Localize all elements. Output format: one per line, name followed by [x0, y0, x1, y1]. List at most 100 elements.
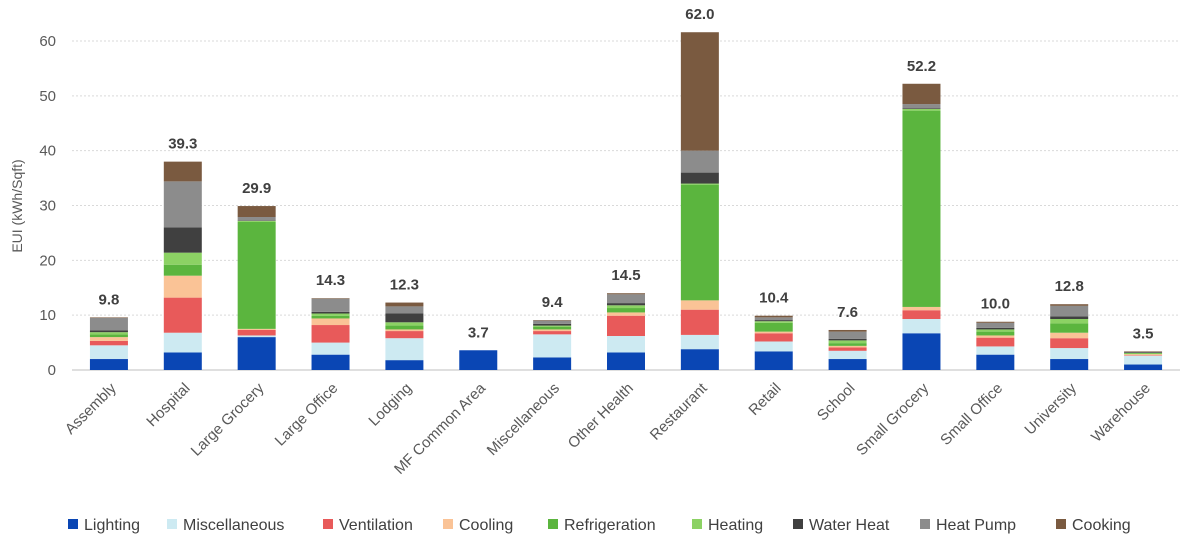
bar-segment	[385, 322, 424, 326]
bar-segment	[533, 357, 572, 370]
bar-segment	[1124, 352, 1163, 354]
bar-segment	[976, 335, 1015, 338]
bar-segment	[89, 330, 128, 333]
legend-swatch	[167, 519, 177, 529]
bar-segment	[828, 329, 867, 332]
bar-total-label: 7.6	[837, 304, 858, 321]
bar-segment	[1050, 323, 1089, 333]
bar-segment	[385, 302, 424, 307]
bar-segment	[754, 333, 793, 342]
bar-segment	[311, 315, 350, 319]
bar-total-label: 10.4	[759, 290, 789, 307]
bar-segment	[680, 349, 719, 370]
bar-segment	[237, 328, 276, 330]
bar-segment	[1124, 355, 1163, 365]
bar-segment	[976, 322, 1015, 328]
bar-segment	[163, 264, 202, 276]
bar-segment	[902, 108, 941, 109]
bar-segment	[237, 329, 276, 336]
bar-segment	[902, 104, 941, 109]
bar-segment	[237, 206, 276, 218]
bar-segment	[1050, 338, 1089, 349]
bar-total-label: 3.7	[468, 324, 489, 341]
bar-total-label: 10.0	[981, 296, 1010, 313]
bar-segment	[163, 227, 202, 253]
legend-swatch	[548, 519, 558, 529]
y-tick-label: 40	[39, 143, 56, 160]
bar-segment	[607, 305, 645, 309]
bar-segment	[680, 172, 719, 184]
x-category-label: Small Office	[937, 380, 1006, 449]
legend-label: Refrigeration	[564, 517, 656, 534]
bar-segment	[607, 308, 645, 313]
legend: Lighting Miscellaneous Ventilation Cooling R…	[68, 517, 1131, 534]
bar-segment	[385, 325, 424, 330]
bar-segment	[385, 338, 424, 361]
x-category-label: Small Grocery	[853, 379, 933, 459]
legend-label: Cooling	[459, 517, 513, 534]
bar-segment	[89, 345, 128, 360]
y-axis-title: EUI (kWh/Sqft)	[9, 159, 25, 252]
bar-segment	[459, 350, 498, 370]
legend-label: Heat Pump	[936, 517, 1016, 534]
bar-segment	[828, 345, 867, 348]
bar-segment	[902, 108, 941, 111]
x-category-label: Other Health	[565, 380, 637, 452]
bar-segment	[828, 338, 867, 341]
bar-segment	[902, 110, 941, 307]
bar-segment	[680, 183, 719, 185]
bar-segment	[1124, 351, 1163, 353]
legend-swatch	[793, 519, 803, 529]
bar-segment	[311, 313, 350, 316]
bar-segment	[533, 325, 572, 327]
bar-segment	[237, 337, 276, 370]
legend-label: Ventilation	[339, 517, 413, 534]
bar-segment	[680, 184, 719, 301]
bar-segment	[1050, 348, 1089, 360]
bar-segment	[754, 320, 793, 322]
bars	[89, 32, 1163, 370]
bar-segment	[237, 221, 276, 329]
bar-segment	[89, 332, 128, 335]
legend-swatch	[920, 519, 930, 529]
bar-segment	[237, 220, 276, 221]
bar-segment	[311, 325, 350, 343]
legend-swatch	[68, 519, 78, 529]
bar-segment	[607, 293, 645, 295]
bar-segment	[754, 321, 793, 323]
bar-segment	[902, 319, 941, 334]
bar-segment	[163, 161, 202, 182]
x-category-label: Lodging	[365, 380, 415, 430]
bar-segment	[828, 343, 867, 346]
bar-segment	[607, 294, 645, 304]
bar-segment	[976, 354, 1015, 370]
bar-segment	[385, 329, 424, 332]
bar-segment	[237, 335, 276, 338]
bar-segment	[237, 217, 276, 221]
bar-segment	[828, 359, 867, 370]
bar-segment	[680, 32, 719, 151]
bar-segment	[311, 298, 350, 299]
legend-label: Heating	[708, 517, 763, 534]
bar-segment	[1050, 319, 1089, 324]
bar-total-label: 62.0	[685, 6, 714, 23]
bar-segment	[607, 336, 645, 353]
y-tick-label: 50	[39, 88, 56, 105]
bar-segment	[828, 340, 867, 344]
bar-segment	[680, 150, 719, 173]
bar-segment	[1124, 351, 1163, 352]
bar-segment	[902, 333, 941, 370]
bar-segment	[1124, 353, 1163, 355]
bar-total-label: 9.8	[99, 291, 120, 308]
bar-segment	[1050, 332, 1089, 339]
bar-segment	[1050, 316, 1089, 320]
x-category-label: Hospital	[143, 380, 193, 430]
legend-label: Miscellaneous	[183, 517, 284, 534]
bar-segment	[385, 331, 424, 339]
bar-segment	[237, 220, 276, 222]
x-category-label: Warehouse	[1088, 380, 1154, 446]
bar-segment	[754, 317, 793, 321]
legend-label: Cooking	[1072, 517, 1131, 534]
bar-segment	[1050, 304, 1089, 306]
bar-segment	[385, 306, 424, 314]
